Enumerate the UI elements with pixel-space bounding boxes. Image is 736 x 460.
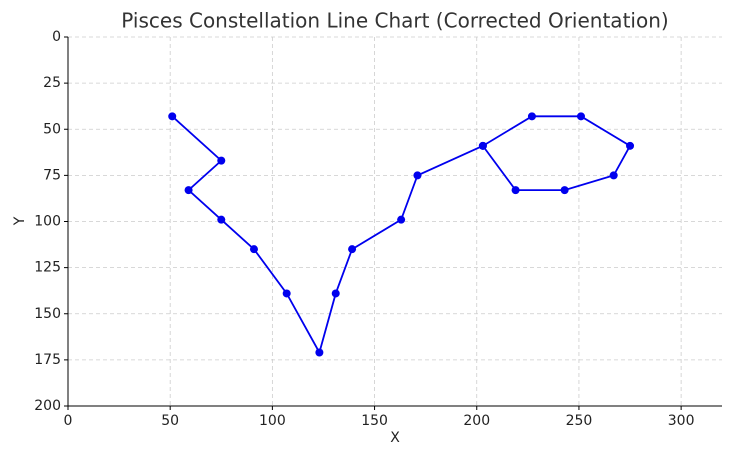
x-tick-label: 250: [566, 413, 593, 429]
x-axis-label: X: [390, 430, 400, 446]
series-line: [171, 115, 632, 355]
data-point: [331, 289, 340, 298]
data-point: [576, 112, 585, 121]
x-tick-label: 200: [463, 413, 490, 429]
data-point: [184, 186, 193, 195]
data-point: [217, 156, 226, 165]
data-point: [282, 289, 291, 298]
data-point: [397, 215, 406, 224]
y-tick-label: 0: [52, 29, 61, 45]
y-tick-label: 100: [34, 214, 61, 230]
data-point: [315, 348, 324, 357]
y-tick-label: 200: [34, 398, 61, 414]
x-tick-label: 50: [161, 413, 179, 429]
data-point: [527, 112, 536, 121]
y-tick-label: 75: [43, 167, 61, 183]
y-tick-label: 50: [43, 121, 61, 137]
data-point: [249, 245, 258, 254]
data-point: [560, 186, 569, 195]
data-point: [478, 141, 487, 150]
x-tick-label: 0: [64, 413, 73, 429]
y-tick-label: 175: [34, 352, 61, 368]
x-tick-label: 150: [361, 413, 388, 429]
data-point: [609, 171, 618, 180]
x-tick-label: 100: [259, 413, 286, 429]
data-point: [413, 171, 422, 180]
chart-title: Pisces Constellation Line Chart (Correct…: [121, 9, 668, 33]
data-point: [217, 215, 226, 224]
y-axis-label: Y: [12, 216, 28, 226]
y-tick-label: 25: [43, 75, 61, 91]
x-tick-label: 300: [668, 413, 695, 429]
data-point: [626, 141, 635, 150]
data-point: [511, 186, 520, 195]
y-tick-label: 150: [34, 306, 61, 322]
data-point: [168, 112, 177, 121]
y-tick-label: 125: [34, 260, 61, 276]
data-point: [348, 245, 357, 254]
